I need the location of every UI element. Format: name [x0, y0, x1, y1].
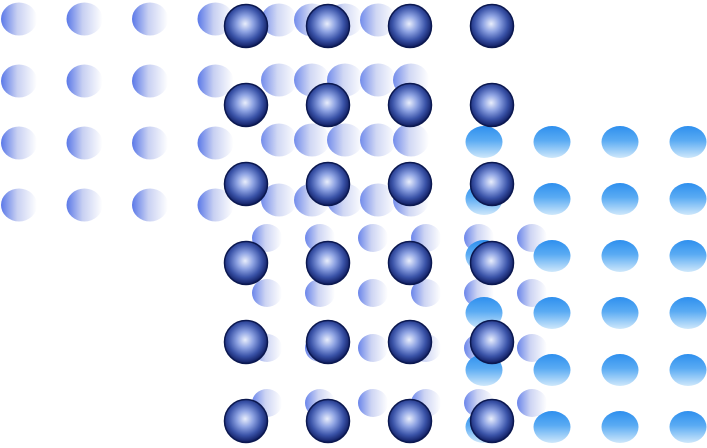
navy-orb-icon	[469, 82, 515, 128]
navy-orb-icon	[387, 398, 433, 444]
pale-blue-sphere-icon	[132, 188, 168, 222]
pale-blue-sphere-icon	[252, 279, 282, 307]
sky-blue-sphere-icon	[533, 240, 571, 272]
pale-blue-sphere-icon	[327, 123, 363, 157]
navy-orb-icon	[469, 398, 515, 444]
sky-blue-sphere-icon	[669, 240, 707, 272]
navy-orb-icon	[387, 3, 433, 49]
pale-blue-sphere-icon	[358, 279, 388, 307]
pale-blue-sphere-icon	[132, 64, 168, 98]
navy-orb-icon	[223, 161, 269, 207]
pale-blue-sphere-icon	[197, 188, 234, 222]
pale-blue-sphere-icon	[197, 126, 234, 160]
sky-blue-sphere-icon	[601, 411, 639, 443]
pale-blue-sphere-icon	[305, 279, 335, 307]
navy-orb-icon	[469, 3, 515, 49]
navy-orb-icon	[387, 319, 433, 365]
navy-orb-icon	[387, 82, 433, 128]
pale-blue-sphere-icon	[252, 224, 282, 252]
sky-blue-sphere-icon	[601, 183, 639, 215]
pale-blue-sphere-icon	[1, 64, 37, 98]
pale-blue-sphere-icon	[358, 389, 388, 417]
pale-blue-sphere-icon	[360, 63, 396, 97]
sky-blue-sphere-icon	[533, 183, 571, 215]
navy-orb-icon	[223, 319, 269, 365]
pale-blue-sphere-icon	[360, 183, 396, 217]
sky-blue-sphere-icon	[669, 297, 707, 329]
pale-blue-sphere-icon	[393, 123, 429, 157]
pale-blue-sphere-icon	[197, 64, 234, 98]
pale-blue-sphere-icon	[66, 2, 103, 36]
navy-orb-icon	[223, 398, 269, 444]
sky-blue-sphere-icon	[465, 126, 503, 158]
sky-blue-sphere-icon	[601, 297, 639, 329]
navy-orb-icon	[305, 161, 351, 207]
pale-blue-sphere-icon	[132, 126, 168, 160]
pale-blue-sphere-icon	[132, 2, 168, 36]
pale-blue-sphere-icon	[66, 64, 103, 98]
sky-blue-sphere-icon	[601, 354, 639, 386]
pale-blue-sphere-icon	[294, 123, 330, 157]
sky-blue-sphere-icon	[669, 183, 707, 215]
pale-blue-sphere-icon	[360, 3, 396, 37]
pale-blue-sphere-icon	[261, 3, 297, 37]
pale-blue-sphere-icon	[66, 188, 103, 222]
navy-orb-icon	[305, 319, 351, 365]
navy-orb-icon	[469, 161, 515, 207]
pale-sphere-grid-left	[1, 2, 234, 222]
pale-blue-sphere-icon	[1, 2, 37, 36]
pale-blue-sphere-icon	[261, 63, 297, 97]
navy-orb-icon	[469, 240, 515, 286]
sky-blue-sphere-icon	[669, 411, 707, 443]
sky-blue-sphere-icon	[533, 297, 571, 329]
pale-blue-sphere-icon	[517, 279, 547, 307]
sky-blue-sphere-icon	[533, 411, 571, 443]
pale-blue-sphere-icon	[1, 126, 37, 160]
pale-blue-sphere-icon	[517, 389, 547, 417]
sky-blue-sphere-icon	[533, 354, 571, 386]
pale-blue-sphere-icon	[261, 123, 297, 157]
navy-orb-icon	[305, 82, 351, 128]
navy-orb-icon	[223, 82, 269, 128]
sky-blue-sphere-icon	[533, 126, 571, 158]
pale-blue-sphere-icon	[66, 126, 103, 160]
navy-orb-icon	[387, 161, 433, 207]
sky-blue-sphere-icon	[601, 240, 639, 272]
pale-blue-sphere-icon	[261, 183, 297, 217]
pale-blue-sphere-icon	[1, 188, 37, 222]
pale-blue-sphere-icon	[358, 334, 388, 362]
navy-orb-icon	[305, 3, 351, 49]
sky-blue-sphere-icon	[601, 126, 639, 158]
pale-blue-sphere-icon	[360, 123, 396, 157]
navy-orb-icon	[305, 240, 351, 286]
navy-orb-icon	[223, 3, 269, 49]
pale-blue-sphere-icon	[411, 279, 441, 307]
pale-blue-sphere-icon	[517, 334, 547, 362]
navy-orb-icon	[223, 240, 269, 286]
navy-orb-icon	[387, 240, 433, 286]
navy-orb-icon	[305, 398, 351, 444]
pale-blue-sphere-icon	[358, 224, 388, 252]
navy-orb-icon	[469, 319, 515, 365]
sky-blue-sphere-icon	[669, 354, 707, 386]
sky-blue-sphere-icon	[669, 126, 707, 158]
navy-orb-grid-front	[223, 3, 515, 444]
